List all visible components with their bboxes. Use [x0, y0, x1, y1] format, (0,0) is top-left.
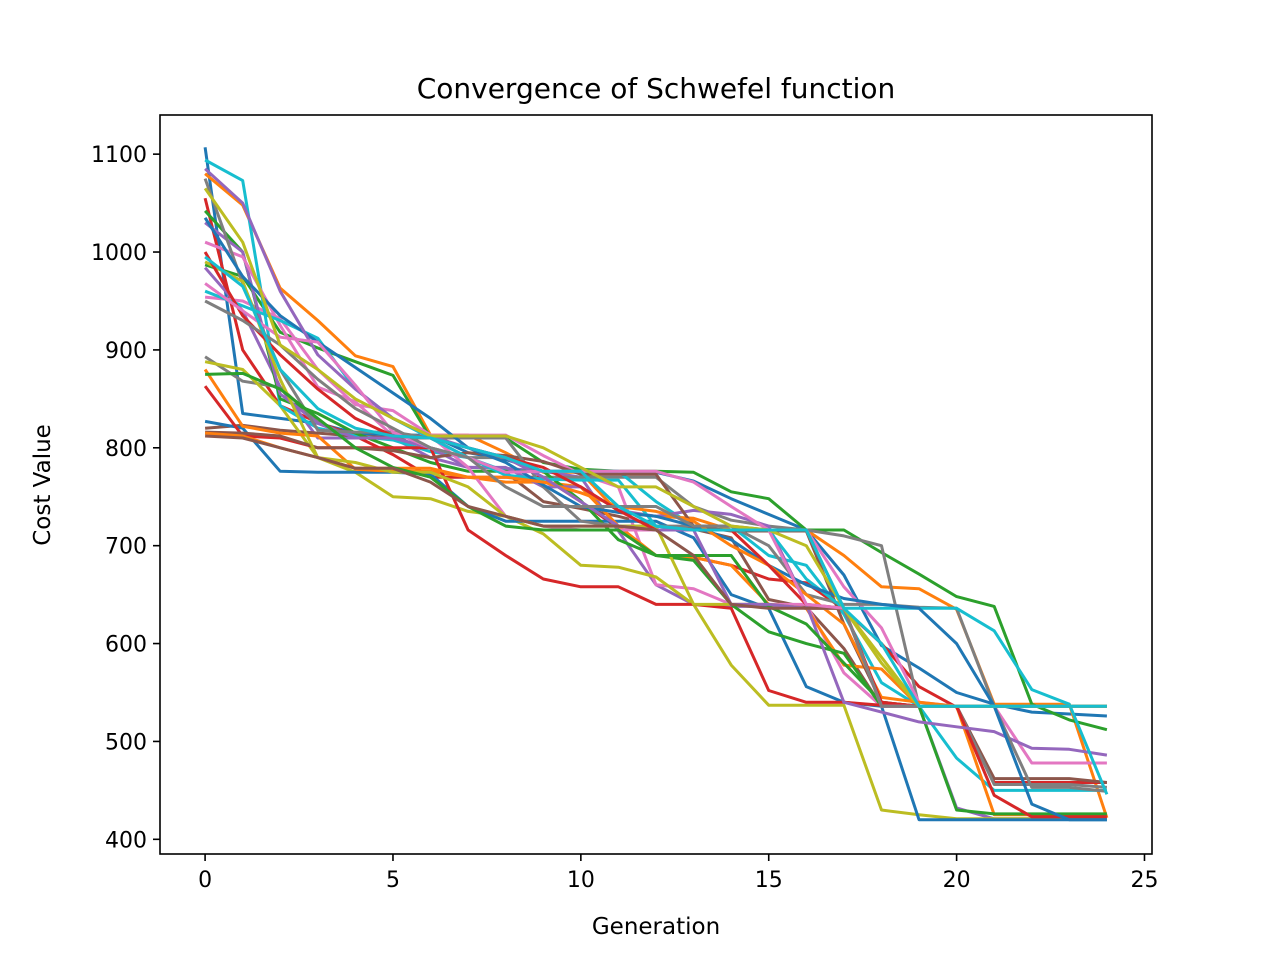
series-layer [203, 147, 1109, 822]
series-line-30 [204, 255, 1107, 708]
y-tick-label: 700 [105, 535, 147, 560]
x-tick-label: 25 [1130, 868, 1158, 893]
y-tick-label: 800 [105, 437, 147, 462]
x-axis: 0 5 10 15 20 25 [198, 854, 1158, 893]
series-line-21 [203, 216, 1107, 822]
y-tick-label: 1100 [91, 143, 147, 168]
y-tick-label: 1000 [91, 241, 147, 266]
series-line-11 [204, 419, 1107, 822]
y-tick-label: 500 [105, 730, 147, 755]
x-axis-label: Generation [592, 914, 720, 940]
series-line-10 [204, 158, 1107, 792]
y-tick-label: 900 [105, 339, 147, 364]
x-tick-label: 5 [386, 868, 400, 893]
y-tick-label: 600 [105, 633, 147, 658]
x-tick-label: 20 [943, 868, 971, 893]
y-axis: 400 500 600 700 800 900 1000 1100 [91, 143, 160, 853]
x-tick-label: 10 [567, 868, 595, 893]
plot-frame [159, 114, 1153, 855]
x-tick-label: 0 [198, 868, 212, 893]
chart-title: Convergence of Schwefel function [417, 72, 896, 105]
x-tick-label: 15 [755, 868, 783, 893]
y-axis-label: Cost Value [30, 424, 56, 546]
y-tick-label: 400 [105, 828, 147, 853]
